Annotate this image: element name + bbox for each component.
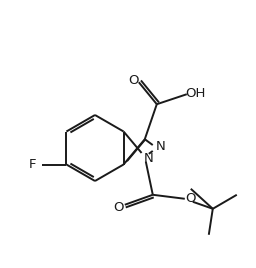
Text: O: O	[114, 201, 124, 214]
Text: F: F	[29, 158, 36, 171]
Text: O: O	[129, 74, 139, 87]
Text: N: N	[156, 140, 166, 154]
Text: O: O	[186, 192, 196, 205]
Text: N: N	[144, 152, 154, 165]
Text: OH: OH	[186, 87, 206, 100]
